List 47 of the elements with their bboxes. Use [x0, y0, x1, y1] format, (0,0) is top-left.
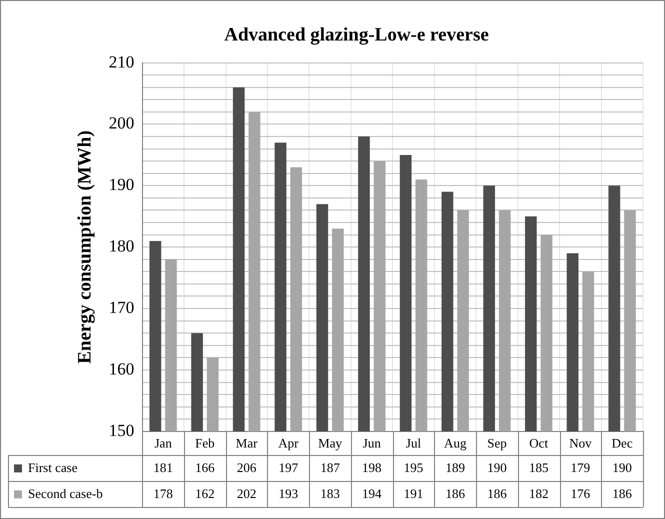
x-tick-label: Aug — [444, 436, 467, 451]
data-label: 193 — [278, 486, 298, 501]
data-label: 195 — [404, 460, 424, 475]
x-tick-label: Jul — [406, 436, 422, 451]
x-tick-label: Oct — [529, 436, 548, 451]
x-tick-label: Nov — [569, 436, 592, 451]
data-label: 182 — [528, 486, 548, 501]
data-label: 176 — [570, 486, 591, 501]
data-label: 194 — [362, 486, 382, 501]
x-tick-label: Sep — [487, 436, 507, 451]
chart-title: Advanced glazing-Low-e reverse — [224, 24, 489, 46]
data-label: 187 — [320, 460, 340, 475]
x-tick-label: May — [318, 436, 342, 451]
x-tick-label: Jun — [362, 436, 382, 451]
data-label: 189 — [445, 460, 465, 475]
data-label: 198 — [362, 460, 382, 475]
x-tick-label: Jan — [154, 436, 172, 451]
y-tick-label: 160 — [108, 359, 134, 378]
data-label: 185 — [528, 460, 548, 475]
data-label: 186 — [445, 486, 466, 501]
y-tick-label: 210 — [108, 52, 134, 72]
y-tick-label: 190 — [108, 175, 134, 194]
data-label: 190 — [612, 460, 632, 475]
legend-label: First case — [28, 460, 78, 475]
x-tick-label: Feb — [195, 436, 215, 451]
y-tick-label: 180 — [108, 236, 134, 256]
y-tick-label: 150 — [108, 420, 134, 440]
x-tick-label: Dec — [612, 436, 633, 451]
legend-label: Second case-b — [28, 486, 103, 501]
data-label: 190 — [487, 460, 507, 475]
data-label: 186 — [612, 486, 632, 501]
data-label: 202 — [236, 486, 256, 501]
y-tick-label: 170 — [108, 298, 134, 317]
y-axis-title: Energy consumption (MWh) — [74, 130, 96, 364]
x-tick-label: Apr — [278, 436, 300, 451]
data-label: 191 — [404, 486, 424, 501]
x-tick-label: Mar — [236, 436, 258, 451]
data-label: 183 — [320, 486, 340, 501]
data-label: 206 — [236, 460, 257, 475]
y-tick-label: 200 — [108, 114, 134, 133]
data-label: 197 — [278, 460, 299, 475]
data-label: 181 — [153, 460, 173, 475]
data-label: 186 — [487, 486, 508, 501]
data-label: 166 — [195, 460, 216, 475]
data-label: 178 — [153, 486, 173, 501]
data-label: 162 — [195, 486, 215, 501]
data-label: 179 — [570, 460, 590, 475]
